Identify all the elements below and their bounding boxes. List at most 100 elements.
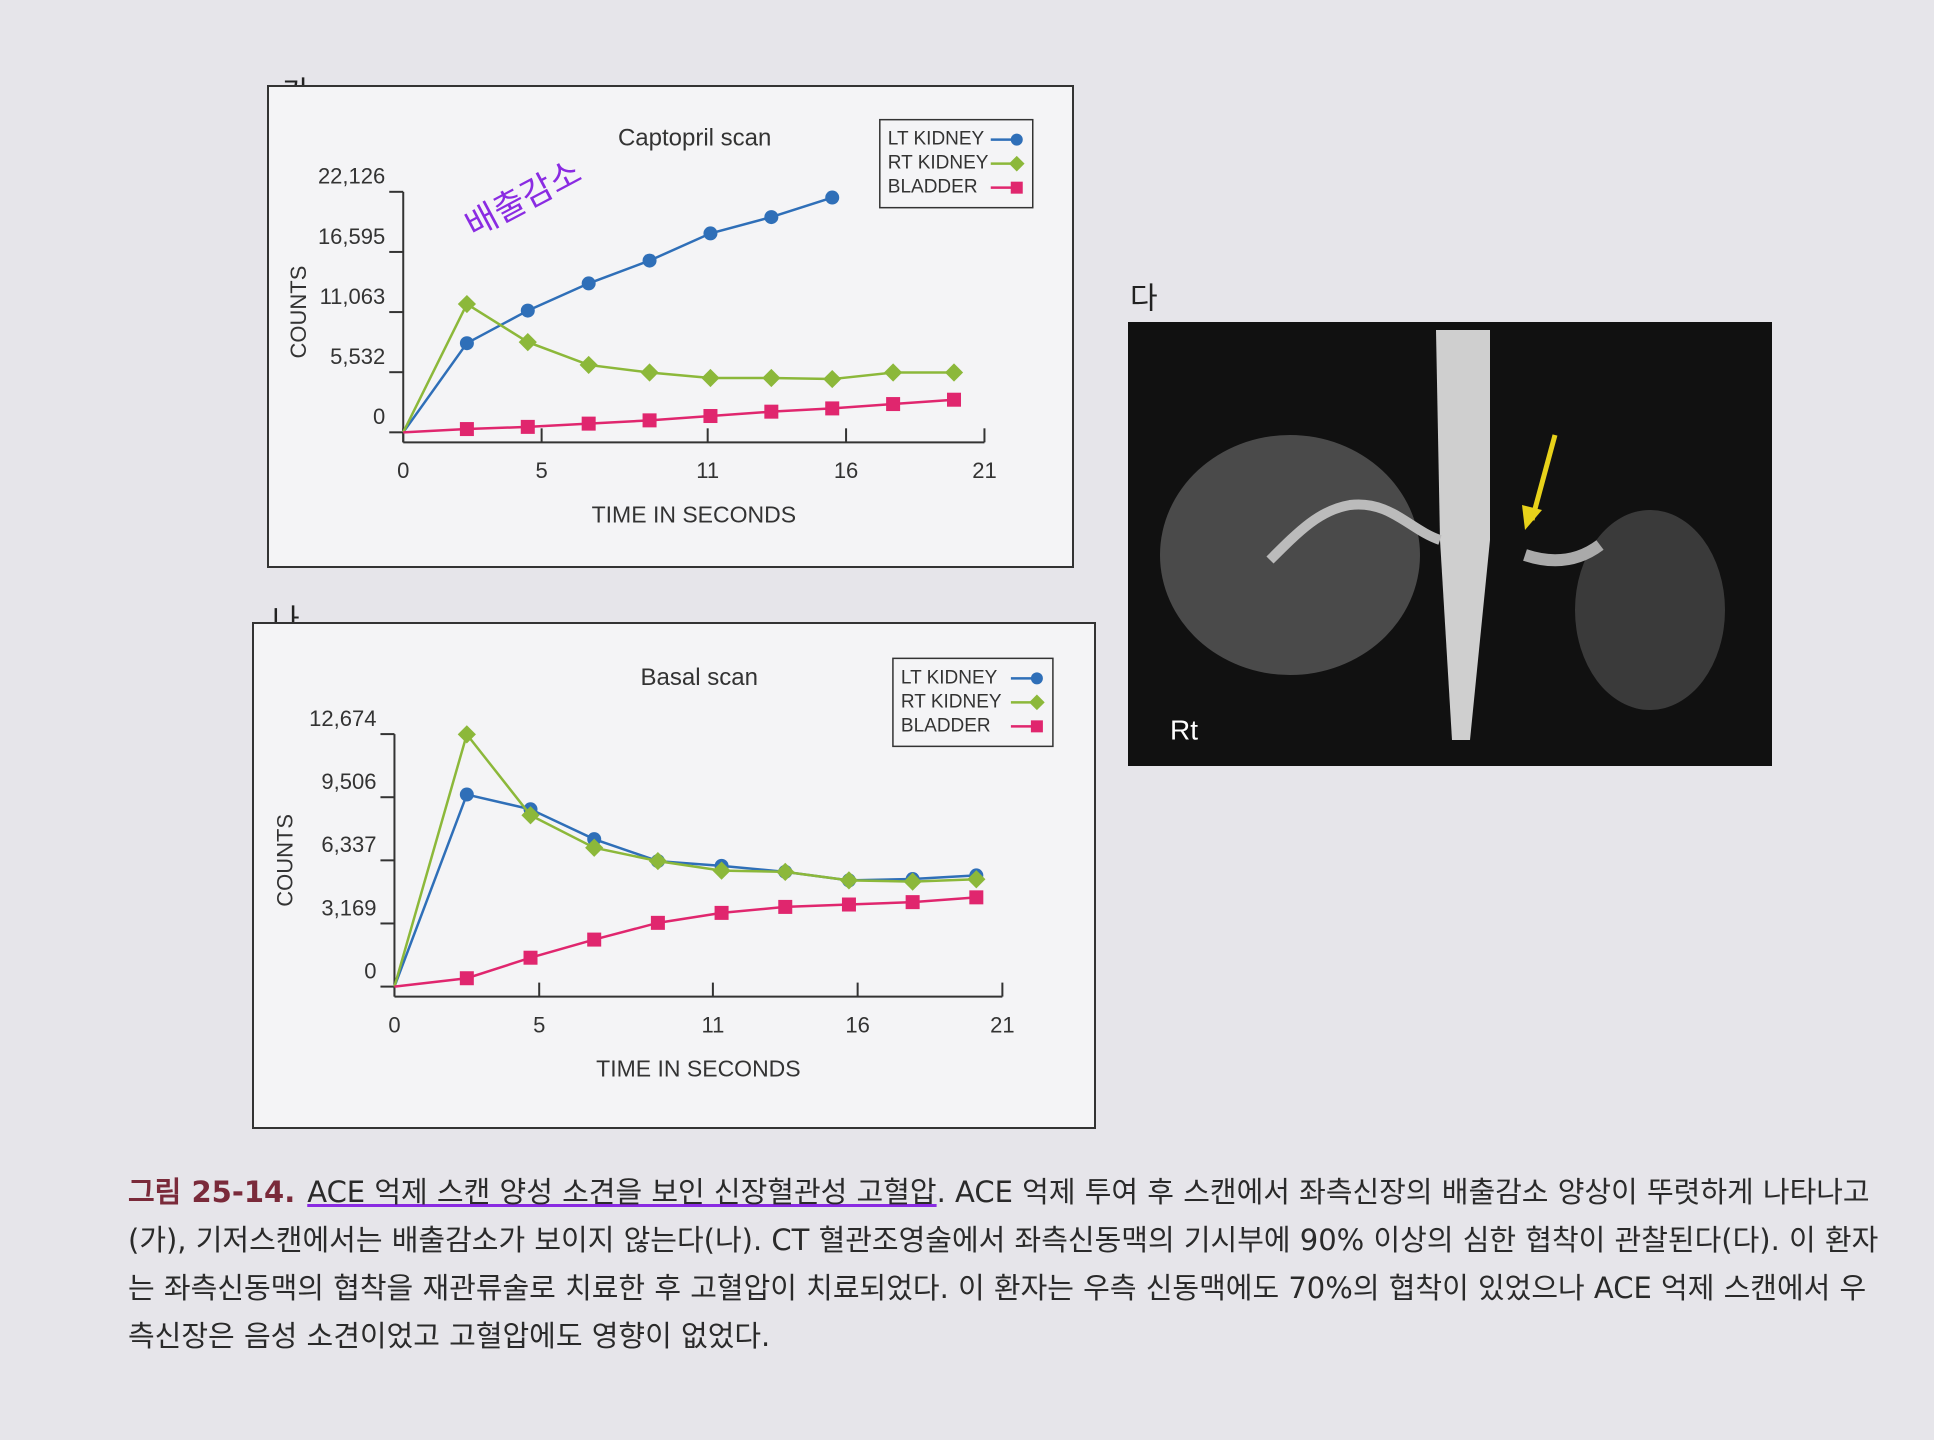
y-axis-label: COUNTS (286, 266, 311, 359)
legend-label: RT KIDNEY (888, 153, 989, 174)
caption-title: ACE 억제 스캔 양성 소견을 보인 신장혈관성 고혈압 (307, 1175, 937, 1209)
y-tick-label: 16,595 (318, 224, 385, 249)
chart-title: Basal scan (641, 664, 758, 691)
caption-label: 그림 25-14. (128, 1175, 296, 1209)
marker (585, 838, 604, 857)
kidney-right (1160, 435, 1420, 675)
legend-label: BLADDER (888, 177, 978, 198)
x-tick-label: 5 (535, 458, 547, 483)
y-tick-label: 6,337 (321, 832, 376, 857)
image-label: Rt (1170, 714, 1198, 745)
marker (587, 932, 602, 947)
y-tick-label: 11,063 (320, 284, 386, 309)
ct-image: Rt (1128, 322, 1772, 766)
marker (459, 787, 474, 802)
legend-marker (1008, 155, 1025, 172)
x-axis-label: TIME IN SECONDS (592, 501, 796, 527)
legend-marker (1030, 672, 1043, 685)
marker (459, 422, 474, 437)
marker (776, 862, 795, 881)
marker (703, 226, 718, 241)
series-line (394, 896, 977, 988)
marker (764, 404, 779, 419)
legend-marker (1030, 720, 1043, 733)
marker (944, 363, 964, 382)
marker (967, 870, 986, 889)
x-tick-label: 0 (388, 1012, 400, 1037)
x-tick-label: 11 (696, 458, 719, 483)
marker (521, 806, 540, 825)
y-axis-label: COUNTS (272, 814, 297, 907)
panel-label: 다 (1130, 282, 1158, 317)
legend-label: RT KIDNEY (901, 691, 1002, 712)
marker (581, 276, 596, 291)
y-tick-label: 3,169 (321, 895, 376, 920)
marker (884, 363, 903, 382)
chart: Captopril scan배출감소05,53211,06316,59522,1… (267, 85, 1074, 568)
marker (457, 294, 476, 314)
x-tick-label: 5 (533, 1012, 545, 1037)
marker (712, 861, 731, 880)
series-line (403, 398, 955, 434)
caption: 그림 25-14. ACE 억제 스캔 양성 소견을 보인 신장혈관성 고혈압. … (128, 1168, 1888, 1360)
marker (825, 401, 840, 416)
marker (459, 971, 474, 986)
x-tick-label: 21 (990, 1012, 1014, 1037)
y-tick-label: 0 (373, 404, 385, 429)
marker (839, 871, 859, 890)
marker (642, 253, 657, 268)
marker (947, 392, 962, 407)
arrow (1529, 434, 1558, 521)
series-line (402, 196, 833, 434)
kidney-left (1575, 510, 1725, 710)
marker (642, 413, 657, 428)
marker (701, 368, 720, 388)
legend-label: LT KIDNEY (888, 129, 985, 150)
y-tick-label: 9,506 (321, 769, 376, 794)
x-tick-label: 11 (701, 1012, 724, 1037)
caption-text: . ACE 억제 투여 후 스캔에서 좌측신장의 배출감소 양상이 뚜렷하게 나… (128, 1175, 1879, 1353)
marker (650, 915, 665, 930)
marker (778, 899, 793, 914)
artery (1523, 540, 1604, 567)
marker (640, 363, 659, 382)
y-tick-label: 22,126 (318, 164, 385, 189)
aorta (1436, 330, 1490, 740)
legend-marker (1010, 133, 1023, 146)
arrow-head (1522, 505, 1542, 530)
marker (823, 369, 842, 389)
marker (459, 336, 474, 351)
marker (886, 397, 901, 412)
marker (457, 725, 476, 744)
marker (703, 409, 718, 424)
series-line (393, 793, 977, 988)
legend-marker (1029, 694, 1045, 711)
legend-label: BLADDER (901, 715, 991, 736)
marker (520, 303, 535, 318)
marker (903, 872, 922, 891)
legend-marker (1010, 181, 1023, 194)
marker (579, 355, 598, 375)
marker (762, 368, 781, 388)
marker (523, 950, 538, 965)
x-tick-label: 21 (972, 458, 996, 483)
marker (764, 210, 779, 225)
marker (518, 333, 537, 352)
x-tick-label: 0 (397, 458, 409, 483)
y-tick-label: 0 (364, 958, 376, 983)
marker (905, 895, 920, 910)
chart: Basal scan 0 3,169 6,337 9,506 12,674 0 5 11 16 21… (252, 622, 1096, 1129)
marker (581, 416, 596, 431)
marker (648, 851, 667, 871)
marker (841, 897, 856, 912)
x-tick-label: 16 (845, 1012, 869, 1037)
chart-title: Captopril scan (618, 124, 771, 151)
artery (1266, 499, 1442, 564)
marker (825, 190, 840, 205)
marker (520, 419, 535, 434)
series-line (393, 731, 977, 987)
y-tick-label: 5,532 (330, 344, 385, 369)
x-tick-label: 16 (834, 458, 858, 483)
